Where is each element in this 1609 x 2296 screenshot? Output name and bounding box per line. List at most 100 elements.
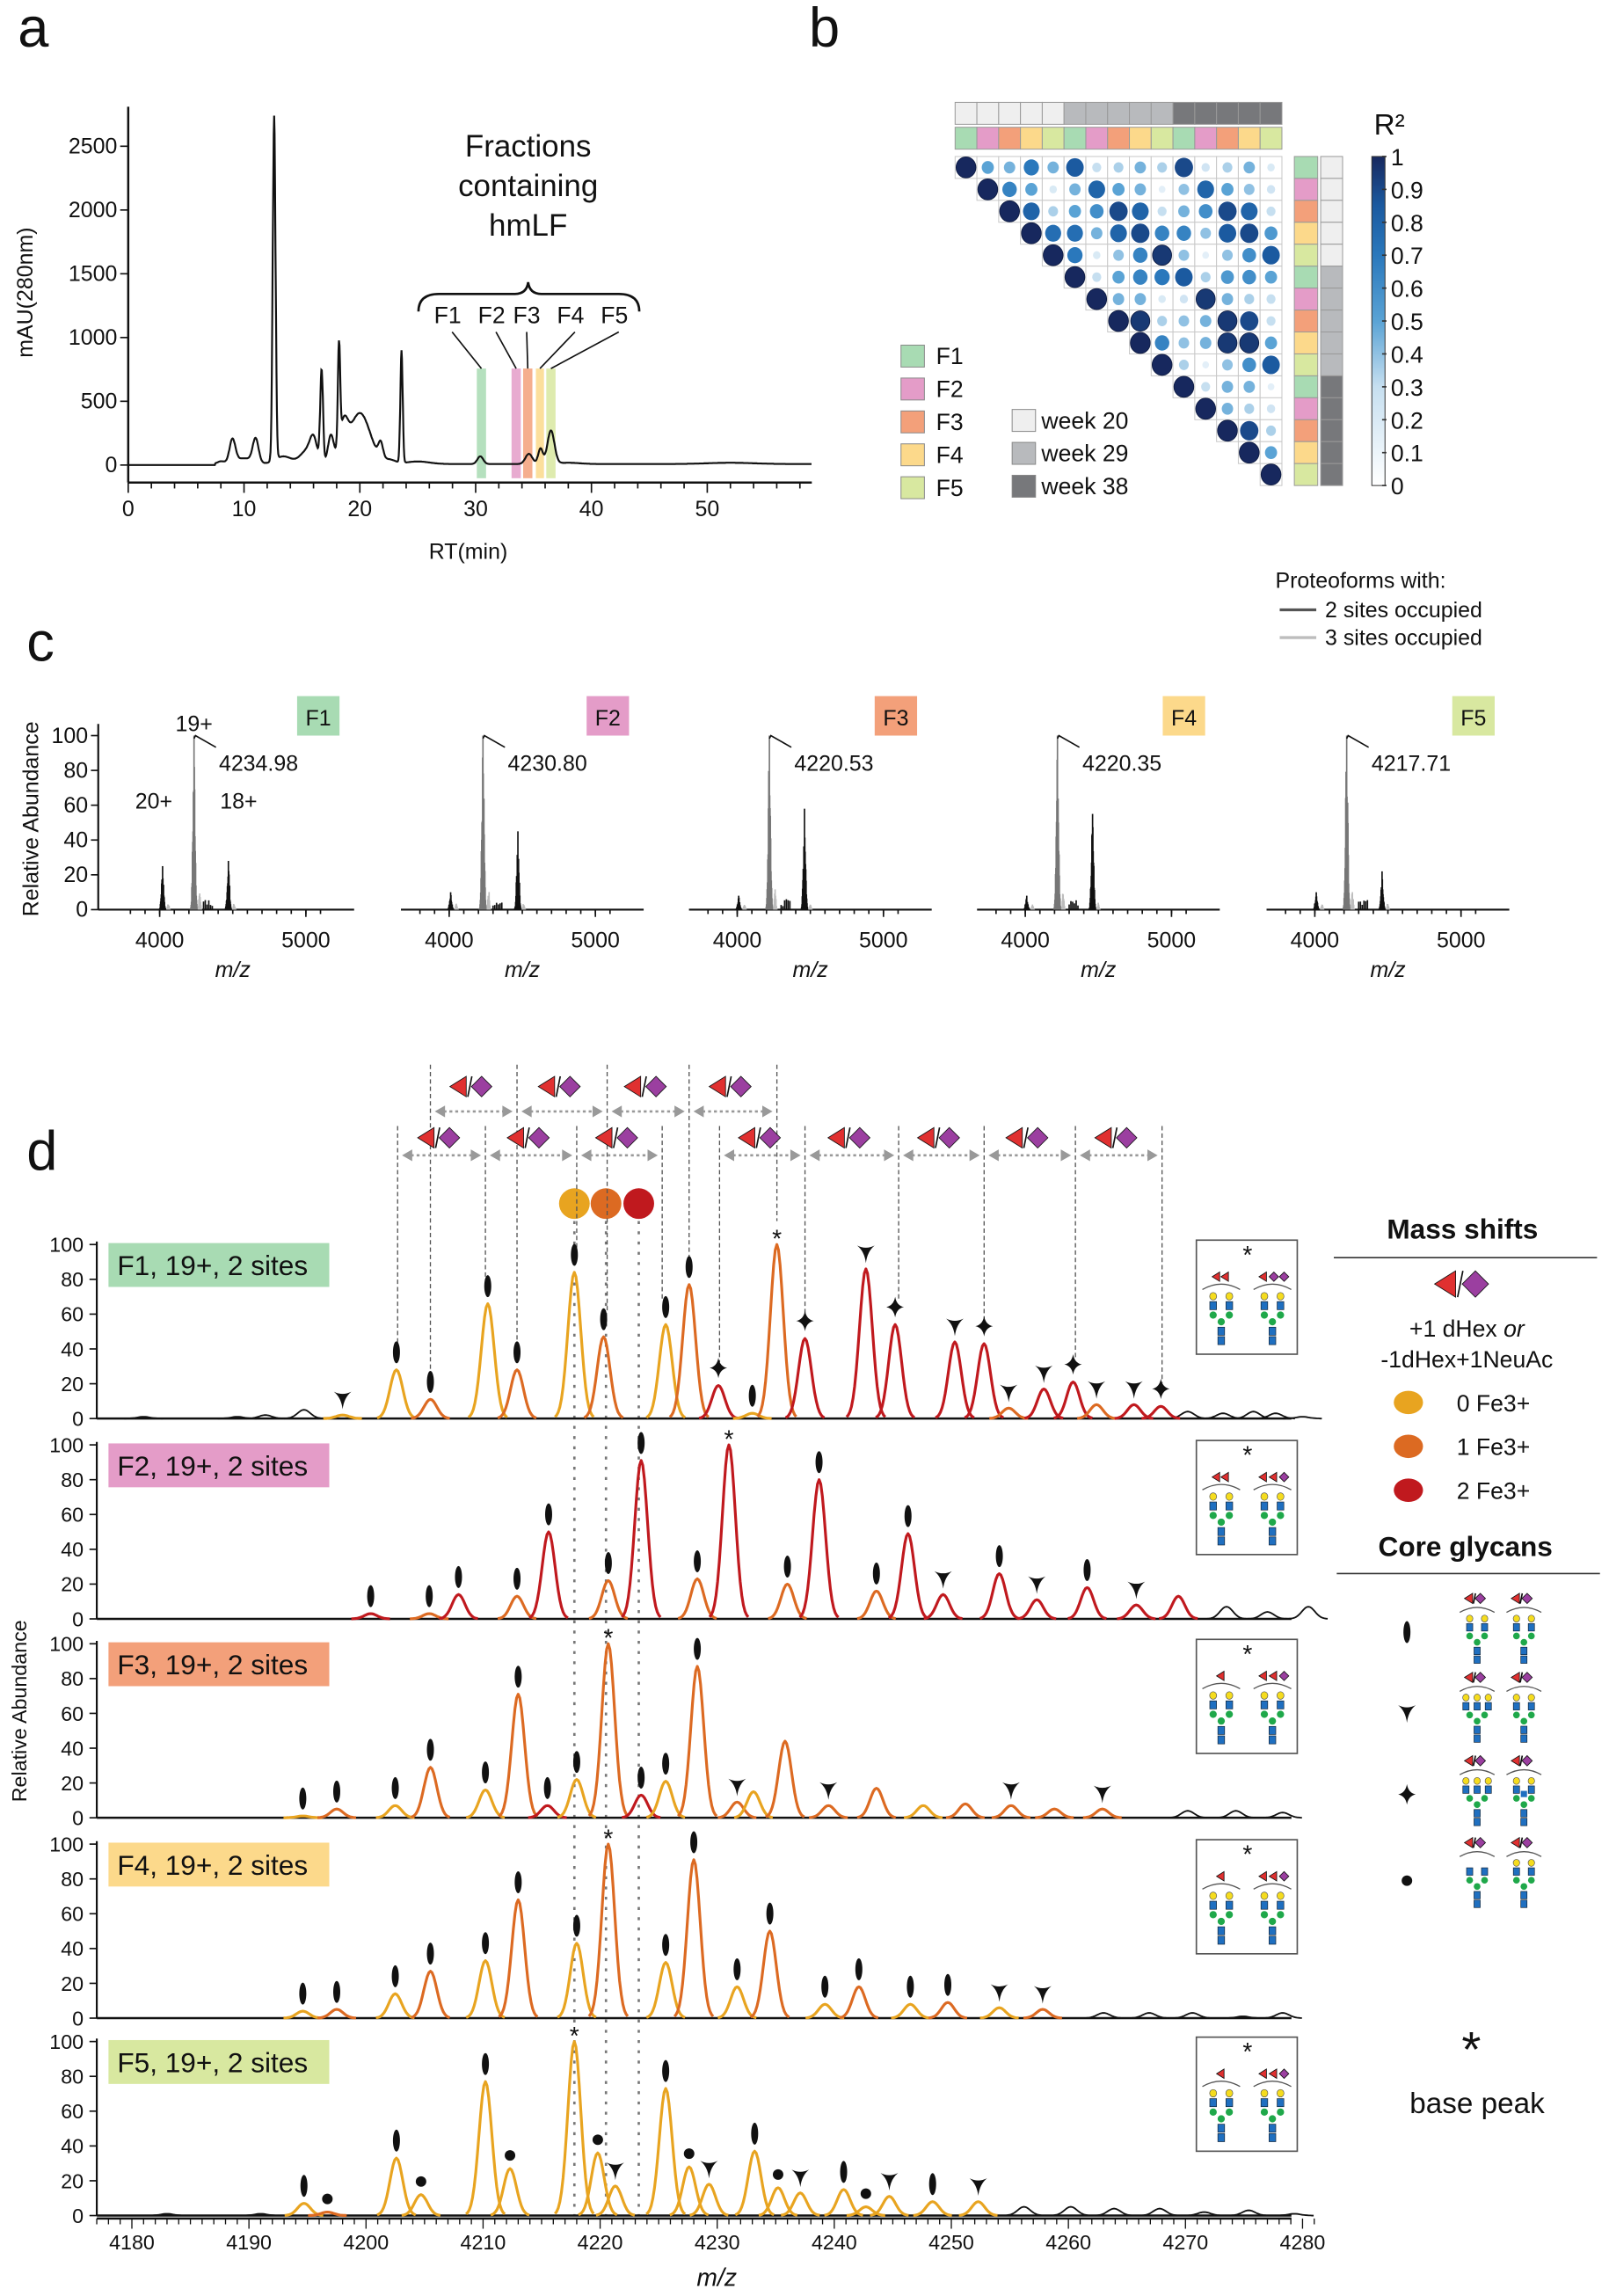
correlation-circle [1069,183,1081,196]
antenna-arc [1202,1283,1241,1290]
mannose-icon [1527,1632,1535,1640]
glcnac-icon [1520,1646,1528,1655]
glcnac-icon [1217,1735,1226,1745]
bisected-glycan-marker-icon [733,1957,741,1980]
fractions-annotation: Fractions [465,129,592,164]
slash [1456,1271,1464,1298]
mannose-icon [1512,1711,1520,1719]
fork-marker-icon [1125,1381,1143,1399]
neuac-diamond-icon [1474,1837,1487,1848]
x-tick-label: 10 [232,497,257,521]
galactose-icon [1462,1694,1470,1702]
x-tick-label: 4000 [1001,929,1049,953]
slash [755,1127,761,1148]
galactose-icon [1277,1891,1285,1900]
glycan-structure-icon [1202,1682,1241,1745]
bisected-glycan-marker-icon [426,1942,434,1965]
neuac-diamond-icon [1278,2068,1290,2080]
chromatogram-panel: 0 500 1000 1500 2000 2500 0 10 20 30 40 50 RT(min) mA… [13,106,812,564]
legend-swatch-F5 [900,476,925,499]
glcnac-icon [1520,1734,1528,1743]
galactose-icon [1225,1492,1234,1501]
correlation-circle [1240,223,1259,244]
fraction-tag-label: F5 [1460,706,1486,731]
noise-peak [1234,1410,1273,1419]
y-tick-label: 2000 [69,198,117,222]
y-tick-label: 60 [61,1903,84,1926]
neuac-diamond-icon [848,1126,871,1149]
y-tick-label: 80 [61,1268,84,1291]
bisected-glycan-marker-icon [766,1902,774,1925]
week-strip-cell [1216,101,1239,125]
correlation-circle [1260,463,1282,486]
charge-label: 20+ [135,790,172,814]
glycoform-peak [903,1804,943,1819]
glcnac-icon [1481,1867,1489,1876]
glcnac-icon [1520,1809,1528,1818]
mannose-icon [1466,1877,1474,1884]
correlation-circle [1178,337,1190,349]
mannose-icon [1217,1318,1226,1326]
fraction-strip-cell [1063,127,1087,150]
correlation-circle [1240,310,1259,332]
mannose-icon [1209,1512,1217,1520]
x-axis-label: m/z [1081,958,1117,982]
slash [434,1127,440,1148]
bisected-glycan-marker-icon [482,1932,490,1955]
mannose-icon [1260,1710,1269,1718]
noise-peak [1095,2207,1134,2217]
leader-line [451,331,483,369]
slash [935,1127,941,1148]
mannose-icon [1269,1318,1277,1326]
bisected-glycan-marker-icon [637,1767,645,1789]
glycoform-peak [1159,1594,1198,1621]
mass-shift-icon [623,1075,667,1098]
legend-label-week: week 38 [1040,473,1128,499]
glycoform-peak [1035,1807,1074,1819]
galactose-icon [1473,1694,1482,1702]
correlation-circle [1243,381,1256,393]
mannose-icon [1466,1632,1474,1640]
mass-shift-icon [448,1075,492,1098]
colorbar-tick-label: 0.5 [1391,309,1423,335]
x-axis-label: RT(min) [429,539,508,564]
fraction-strip-cell [1293,178,1319,201]
glcnac-icon [1527,1622,1535,1632]
x-tick-label: 4180 [109,2231,155,2254]
mannose-icon [1527,1795,1535,1802]
fucose-triangle-icon [448,1075,467,1098]
correlation-circle [1179,295,1189,304]
bisected-glycan-marker-icon [426,1738,434,1761]
glcnac-icon [1527,1785,1535,1794]
fork-marker-icon [990,1984,1008,2002]
y-tick-label: 1000 [69,325,117,350]
correlation-circle [1244,403,1255,414]
glycan-structure-icon [1506,1686,1542,1743]
x-tick-label: 40 [579,497,604,521]
glcnac-icon [1217,2133,1226,2142]
glycoform-peak [928,2001,968,2020]
neuac-diamond-icon [1278,1870,1290,1882]
glcnac-icon [1260,1900,1269,1910]
panel-tag-label: F2, 19+, 2 sites [117,1450,308,1482]
glycoform-peak [839,1985,879,2020]
antenna-arc [1253,1283,1292,1290]
glcnac-icon [1462,1702,1470,1710]
glycan-inset: * [1195,2036,1299,2153]
correlation-circle [1200,272,1211,283]
correlation-circle [1243,161,1256,174]
correlation-circle [1199,315,1212,327]
bisected-glycan-marker-icon [392,1341,400,1364]
week-strip-cell [954,101,978,125]
fork-marker-icon [1088,1381,1106,1399]
leader-line [526,332,529,369]
bisected-glycan-marker-icon [783,1555,791,1578]
arrowhead-left-icon [434,1105,446,1118]
matrix-cell [1150,200,1174,223]
noise-peak [124,1416,164,1420]
glcnac-icon [1209,1501,1217,1511]
glycoform-peak [958,2200,998,2217]
dot-marker-icon [772,2168,783,2180]
base-peak-mz: 4230.80 [508,751,587,776]
noise-peak [1084,2012,1124,2019]
